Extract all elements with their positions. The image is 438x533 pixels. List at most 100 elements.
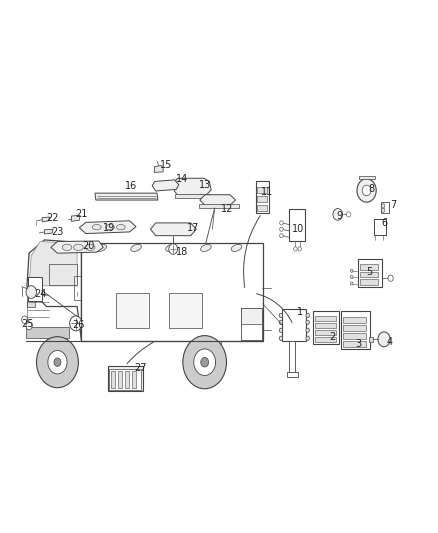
Circle shape (381, 208, 385, 212)
Polygon shape (150, 223, 196, 236)
Bar (313, 311, 339, 344)
Circle shape (36, 337, 78, 387)
Bar (81, 243, 263, 341)
Circle shape (357, 179, 376, 202)
Text: 1: 1 (297, 306, 303, 317)
Ellipse shape (117, 224, 125, 230)
Bar (360, 264, 378, 270)
Bar (258, 196, 268, 202)
Bar (315, 337, 336, 342)
Circle shape (54, 358, 61, 367)
Circle shape (279, 336, 283, 341)
Bar (25, 327, 69, 338)
Polygon shape (27, 240, 81, 341)
Text: 4: 4 (386, 337, 392, 347)
Circle shape (21, 316, 28, 324)
Bar (360, 272, 378, 277)
Bar (204, 341, 221, 351)
Bar (315, 317, 336, 321)
Ellipse shape (231, 244, 242, 252)
Circle shape (350, 282, 353, 285)
Bar (315, 330, 336, 335)
Text: 14: 14 (176, 174, 188, 184)
Bar (199, 204, 239, 208)
Circle shape (350, 276, 353, 279)
Circle shape (26, 286, 36, 298)
Text: 7: 7 (391, 200, 397, 211)
Text: 18: 18 (176, 247, 188, 256)
Text: 3: 3 (356, 338, 362, 349)
Text: 25: 25 (21, 319, 34, 329)
Circle shape (169, 244, 177, 254)
Bar (315, 324, 336, 328)
Ellipse shape (201, 244, 211, 252)
Bar (108, 366, 143, 391)
Circle shape (280, 227, 283, 231)
Text: 5: 5 (367, 267, 373, 277)
Circle shape (306, 328, 309, 333)
Text: 22: 22 (46, 213, 58, 223)
Bar (287, 372, 297, 377)
Polygon shape (71, 215, 80, 221)
Circle shape (333, 208, 343, 220)
Circle shape (48, 351, 67, 374)
Circle shape (194, 349, 215, 375)
Bar (360, 279, 378, 285)
Bar (343, 341, 366, 347)
Circle shape (306, 336, 309, 341)
Bar (374, 219, 386, 235)
Text: 26: 26 (72, 320, 85, 330)
Text: 27: 27 (134, 362, 147, 373)
Bar (343, 317, 366, 323)
Circle shape (346, 212, 351, 217)
Polygon shape (79, 221, 136, 233)
Circle shape (381, 204, 385, 208)
Polygon shape (200, 195, 236, 205)
Polygon shape (154, 165, 163, 172)
Bar (283, 309, 306, 341)
Polygon shape (29, 241, 77, 286)
Text: 21: 21 (75, 209, 88, 220)
Bar (343, 325, 366, 331)
Text: 15: 15 (159, 160, 172, 171)
Bar (289, 341, 295, 374)
Polygon shape (42, 217, 49, 222)
Bar (258, 205, 268, 211)
Circle shape (280, 233, 283, 238)
Circle shape (279, 328, 283, 333)
Circle shape (378, 332, 390, 347)
Text: 20: 20 (82, 241, 94, 251)
Bar (118, 370, 122, 388)
Bar (132, 370, 136, 388)
Bar (256, 181, 269, 213)
Text: 13: 13 (199, 180, 211, 190)
Text: 16: 16 (125, 181, 137, 191)
Bar (111, 370, 115, 388)
Circle shape (306, 313, 309, 318)
Text: 9: 9 (336, 211, 342, 221)
Bar (241, 324, 262, 340)
Bar (74, 276, 81, 300)
Circle shape (279, 313, 283, 318)
Bar (28, 277, 42, 301)
Text: 23: 23 (51, 227, 64, 237)
Bar (125, 370, 129, 388)
Bar (381, 201, 389, 213)
Ellipse shape (106, 224, 114, 230)
Ellipse shape (92, 224, 101, 230)
Bar (241, 308, 262, 340)
Text: 6: 6 (382, 218, 388, 228)
Circle shape (279, 320, 283, 325)
Text: 12: 12 (221, 204, 233, 214)
Bar (343, 333, 366, 339)
Polygon shape (173, 178, 211, 195)
Bar (27, 290, 35, 306)
Bar (359, 176, 375, 179)
Circle shape (183, 336, 226, 389)
Ellipse shape (131, 244, 141, 252)
Circle shape (26, 322, 32, 330)
Ellipse shape (96, 244, 106, 252)
Polygon shape (51, 241, 103, 253)
Circle shape (362, 185, 371, 196)
Bar (117, 293, 149, 328)
